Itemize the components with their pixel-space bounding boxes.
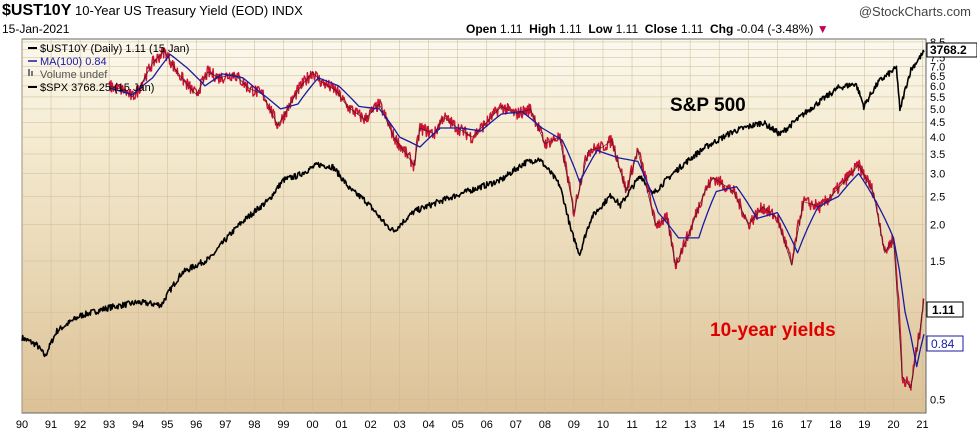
chg-value: -0.04 (-3.48%) (736, 22, 814, 36)
high-label: High (529, 22, 556, 36)
chart-title: $UST10Y 10-Year US Treasury Yield (EOD) … (2, 2, 303, 20)
right-label-ust: 1.11 (926, 301, 964, 318)
x-tick-label: 05 (452, 419, 464, 431)
x-tick-label: 10 (597, 419, 609, 431)
down-arrow-icon: ▼ (816, 22, 829, 36)
spx-last-value: 3768.2 (930, 43, 967, 57)
x-tick-label: 21 (916, 419, 928, 431)
y-tick-label: 6.5 (930, 71, 945, 83)
series-name: 10-Year US Treasury Yield (EOD) (75, 3, 269, 18)
ma-last-value: 0.84 (931, 337, 955, 351)
x-tick-label: 12 (655, 419, 667, 431)
open-value: 1.11 (500, 22, 523, 36)
legend-ust: $UST10Y (Daily) 1.11 (15 Jan) (40, 43, 189, 55)
x-tick-label: 06 (481, 419, 493, 431)
legend-spx: $SPX 3768.25 (15 Jan) (40, 82, 154, 94)
right-label-spx: 3768.2 (926, 42, 977, 58)
low-label: Low (588, 22, 613, 36)
y-tick-label: 2.5 (930, 191, 945, 203)
x-tick-label: 99 (277, 419, 289, 431)
x-tick-label: 01 (335, 419, 347, 431)
x-tick-label: 19 (858, 419, 870, 431)
x-tick-label: 00 (306, 419, 318, 431)
brand-logo[interactable]: @StockCharts.com (858, 4, 971, 19)
open-label: Open (466, 22, 497, 36)
x-tick-label: 93 (103, 419, 115, 431)
x-tick-label: 17 (800, 419, 812, 431)
x-tick-label: 20 (887, 419, 899, 431)
series-lines (21, 47, 925, 391)
x-tick-label: 18 (829, 419, 841, 431)
y-tick-label: 2.0 (930, 220, 945, 232)
x-tick-label: 91 (45, 419, 57, 431)
y-tick-label: 6.0 (930, 81, 945, 93)
exchange: INDX (271, 3, 303, 18)
high-value: 1.11 (559, 22, 582, 36)
x-tick-label: 94 (132, 419, 144, 431)
x-tick-label: 09 (568, 419, 580, 431)
volume-icon-bar (31, 71, 33, 76)
y-tick-label: 5.0 (930, 104, 945, 116)
annotation-spx: S&P 500 (670, 95, 746, 116)
low-value: 1.11 (615, 22, 639, 36)
x-tick-label: 04 (423, 419, 435, 431)
volume-icon (28, 69, 30, 76)
chg-label: Chg (709, 22, 734, 36)
y-tick-label: 4.0 (930, 132, 945, 144)
y-tick-label: 3.5 (930, 149, 945, 161)
x-tick-label: 13 (684, 419, 696, 431)
legend-ma: MA(100) 0.84 (40, 56, 107, 68)
x-tick-label: 16 (771, 419, 783, 431)
plot-area (21, 38, 927, 414)
legend: $UST10Y (Daily) 1.11 (15 Jan) MA(100) 0.… (28, 43, 189, 94)
x-tick-label: 97 (219, 419, 231, 431)
x-tick-label: 98 (248, 419, 260, 431)
close-value: 1.11 (680, 22, 704, 36)
ma100-line (108, 53, 925, 368)
chart-date: 15-Jan-2021 (2, 22, 70, 36)
ust-last-value: 1.11 (932, 303, 955, 317)
y-tick-label: 7.0 (930, 61, 945, 73)
x-tick-label: 92 (74, 419, 86, 431)
y-tick-label: 0.5 (930, 395, 945, 407)
legend-volume: Volume undef (40, 69, 108, 81)
x-tick-label: 96 (190, 419, 202, 431)
y-tick-label: 1.5 (930, 256, 945, 268)
x-tick-label: 15 (742, 419, 754, 431)
y-tick-label: 4.5 (930, 117, 945, 129)
x-tick-label: 02 (364, 419, 376, 431)
x-tick-label: 95 (161, 419, 173, 431)
right-label-ma: 0.84 (926, 335, 964, 352)
ust10y-line (108, 47, 925, 391)
x-tick-label: 08 (539, 419, 551, 431)
y-tick-label: 3.0 (930, 168, 945, 180)
x-tick-label: 90 (16, 419, 28, 431)
x-tick-label: 03 (394, 419, 406, 431)
spx-line (21, 49, 925, 358)
ohlc-readout: Open 1.11 High 1.11 Low 1.11 Close 1.11 … (466, 22, 829, 36)
y-tick-label: 5.5 (930, 92, 945, 104)
x-tick-label: 07 (510, 419, 522, 431)
symbol: $UST10Y (2, 2, 72, 19)
annotation-yields: 10-year yields (710, 320, 836, 341)
x-tick-label: 14 (713, 419, 725, 431)
close-label: Close (644, 22, 678, 36)
x-tick-label: 11 (626, 419, 637, 431)
